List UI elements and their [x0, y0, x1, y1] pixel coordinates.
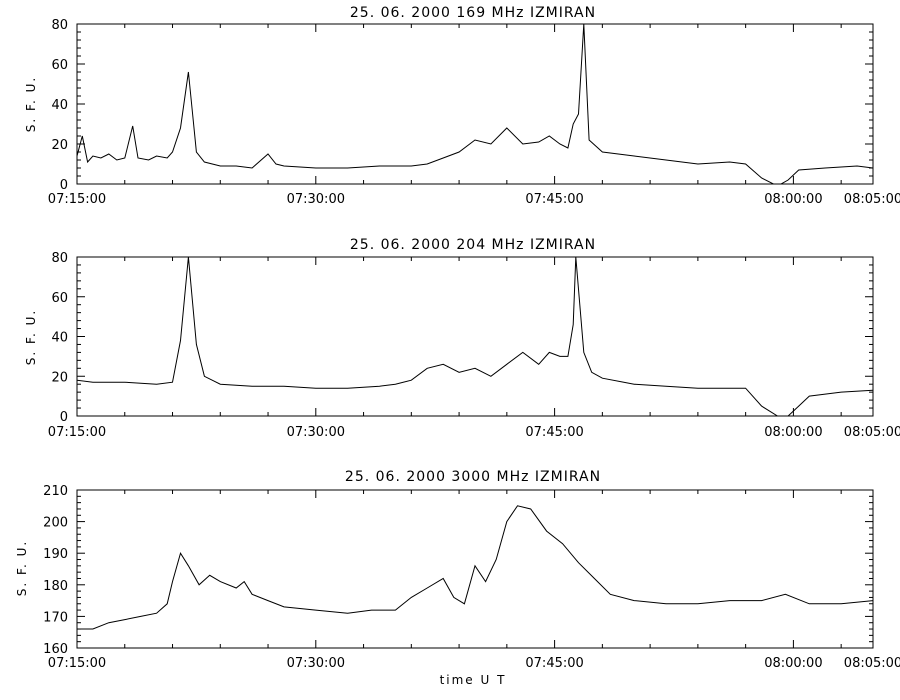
y-tick-label-204mhz: 40 — [51, 331, 68, 346]
x-tick-label-204mhz: 08:00:00 — [764, 425, 822, 440]
y-tick-label-3000mhz: 180 — [43, 579, 68, 594]
y-tick-label-204mhz: 20 — [51, 370, 68, 385]
panel-204mhz: 25. 06. 2000 204 MHz IZMIRAN S. F. U. 0 2… — [24, 237, 900, 440]
x-tick-label-169mhz: 07:30:00 — [287, 192, 345, 207]
series-line-204mhz — [77, 257, 873, 416]
y-tick-label-169mhz: 40 — [51, 98, 68, 113]
x-tick-label-204mhz: 07:30:00 — [287, 425, 345, 440]
y-axis-label-169mhz: S. F. U. — [24, 76, 38, 132]
y-tick-label-3000mhz: 160 — [43, 642, 68, 657]
chart-title-169mhz: 25. 06. 2000 169 MHz IZMIRAN — [350, 5, 596, 21]
x-tick-label-204mhz: 07:45:00 — [525, 425, 583, 440]
x-tick-label-3000mhz: 07:15:00 — [48, 656, 106, 671]
y-tick-label-204mhz: 60 — [51, 291, 68, 306]
plot-frame-169mhz — [76, 23, 874, 185]
y-tick-label-3000mhz: 170 — [43, 610, 68, 625]
chart-title-3000mhz: 25. 06. 2000 3000 MHz IZMIRAN — [345, 469, 601, 485]
x-tick-label-169mhz: 07:45:00 — [525, 192, 583, 207]
x-tick-label-204mhz: 08:05:00 — [844, 425, 900, 440]
y-tick-label-169mhz: 60 — [51, 58, 68, 73]
x-axis-label: time U T — [440, 673, 507, 687]
y-tick-label-3000mhz: 210 — [43, 484, 68, 499]
plot-frame-3000mhz — [76, 489, 874, 649]
x-tick-label-169mhz: 07:15:00 — [48, 192, 106, 207]
series-line-3000mhz — [77, 505, 873, 630]
x-tick-label-169mhz: 08:05:00 — [844, 192, 900, 207]
x-tick-label-3000mhz: 07:30:00 — [287, 656, 345, 671]
y-tick-label-169mhz: 80 — [51, 18, 68, 33]
plot-area-169mhz: 0 20 40 60 80 07:15:00 07:30:00 07:45:00 08:00:0… — [48, 18, 900, 207]
y-tick-label-169mhz: 20 — [51, 138, 68, 153]
x-tick-label-204mhz: 07:15:00 — [48, 425, 106, 440]
x-tick-label-169mhz: 08:00:00 — [764, 192, 822, 207]
chart-title-204mhz: 25. 06. 2000 204 MHz IZMIRAN — [350, 237, 596, 253]
y-tick-label-3000mhz: 200 — [43, 516, 68, 531]
y-tick-label-204mhz: 80 — [51, 251, 68, 266]
y-axis-label-3000mhz: S. F. U. — [15, 540, 29, 596]
x-tick-label-3000mhz: 07:45:00 — [525, 656, 583, 671]
plot-area-204mhz: 0 20 40 60 80 07:15:00 07:30:00 07:45:00 08:00:0… — [48, 251, 900, 440]
panel-169mhz: 25. 06. 2000 169 MHz IZMIRAN S. F. U. 0 2… — [24, 5, 900, 207]
panel-3000mhz: 25. 06. 2000 3000 MHz IZMIRAN S. F. U. 1… — [15, 469, 900, 671]
y-tick-label-169mhz: 0 — [60, 178, 68, 193]
x-tick-label-3000mhz: 08:05:00 — [844, 656, 900, 671]
y-axis-label-204mhz: S. F. U. — [24, 309, 38, 365]
plot-frame-204mhz — [76, 256, 874, 417]
series-line-169mhz — [77, 24, 873, 184]
x-tick-label-3000mhz: 08:00:00 — [764, 656, 822, 671]
y-tick-label-3000mhz: 190 — [43, 547, 68, 562]
plot-area-3000mhz: 160 170 180 190 200 210 07:15:00 07:30:00 07:45:… — [43, 484, 900, 671]
y-tick-label-204mhz: 0 — [60, 410, 68, 425]
